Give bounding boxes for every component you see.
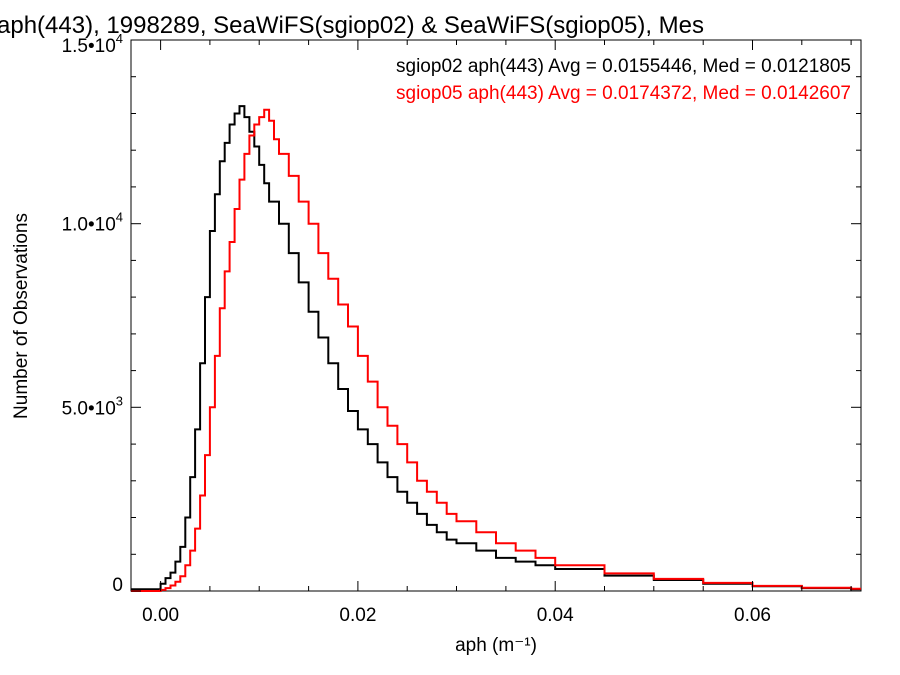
x-tick-label: 0.02 <box>339 605 376 626</box>
chart-title: aph(443), 1998289, SeaWiFS(sgiop02) & Se… <box>0 12 704 39</box>
x-tick-label: 0.04 <box>537 605 574 626</box>
x-tick-label: 0.06 <box>734 605 771 626</box>
series-sgiop05-line <box>131 108 861 592</box>
legend-entry-sgiop05: sgiop05 aph(443) Avg = 0.0174372, Med = … <box>396 83 851 104</box>
legend: sgiop02 aph(443) Avg = 0.0155446, Med = … <box>396 56 851 104</box>
tick-labels-layer: 0.00 0.02 0.04 0.06 0 5.0•103 1.0•104 1.5•104 <box>62 31 771 626</box>
y-tick-label: 5.0•103 <box>62 393 123 419</box>
y-tick-label: 0 <box>112 575 123 596</box>
x-tick-label: 0.00 <box>142 605 179 626</box>
x-axis-label: aph (m⁻¹) <box>455 635 537 656</box>
series-layer <box>131 105 861 592</box>
y-tick-label: 1.5•104 <box>62 31 123 57</box>
y-tick-label: 1.0•104 <box>62 210 123 236</box>
legend-entry-sgiop02: sgiop02 aph(443) Avg = 0.0155446, Med = … <box>396 56 851 77</box>
plot-frame <box>130 39 862 592</box>
ticks-layer <box>131 39 861 592</box>
series-sgiop02-line <box>131 105 861 591</box>
y-axis-label: Number of Observations <box>11 213 32 419</box>
